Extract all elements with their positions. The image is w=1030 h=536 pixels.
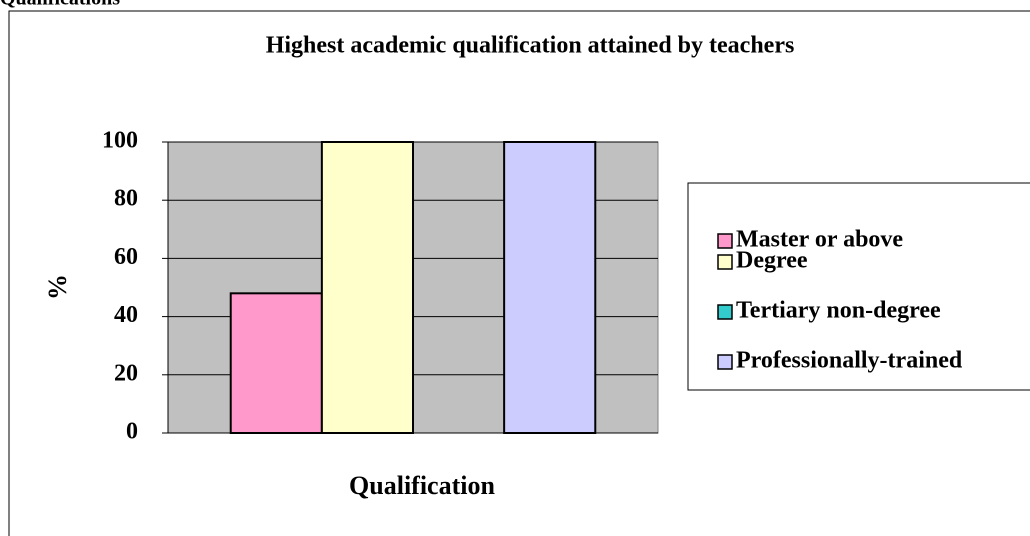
chart-title: Highest academic qualification attained … (266, 33, 795, 59)
legend-label: Master or above (736, 227, 903, 253)
y-axis-label: % (43, 274, 72, 300)
y-tick-label: 40 (114, 302, 138, 328)
y-tick-label: 100 (102, 128, 138, 154)
legend-label: Tertiary non-degree (736, 298, 941, 324)
page-heading: Qualifications (0, 0, 120, 10)
bar (503, 141, 597, 434)
y-tick-label: 80 (114, 186, 138, 212)
legend (687, 182, 1030, 391)
legend-label: Degree (736, 248, 808, 274)
x-axis-label: Qualification (349, 471, 495, 500)
y-tick-label: 60 (114, 244, 138, 270)
bar (320, 141, 414, 434)
legend-label: Professionally-trained (736, 348, 963, 374)
legend-key (717, 354, 733, 370)
legend-key (717, 254, 733, 270)
y-tick-label: 20 (114, 360, 138, 386)
bar (229, 292, 323, 434)
legend-key (717, 233, 733, 249)
legend-key (717, 304, 733, 320)
y-tick-label: 0 (126, 419, 138, 445)
